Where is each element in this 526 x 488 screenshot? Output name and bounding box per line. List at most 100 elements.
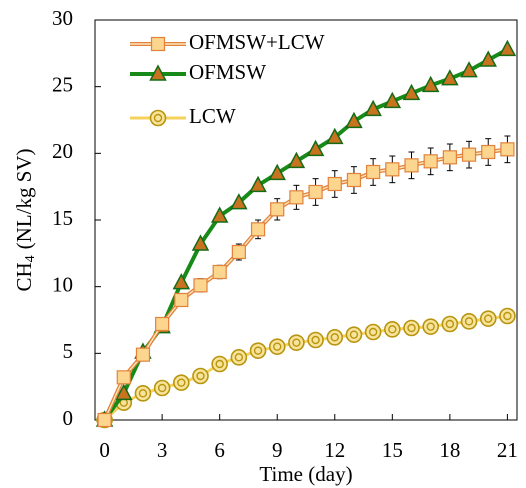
marker xyxy=(385,162,400,177)
marker-inner xyxy=(273,342,282,351)
series-line xyxy=(103,314,508,422)
marker-outer xyxy=(460,313,478,330)
marker xyxy=(192,367,209,385)
series-line xyxy=(102,47,509,422)
legend-label: OFMSW xyxy=(189,60,266,84)
marker-inner xyxy=(311,335,320,345)
marker-inner xyxy=(157,383,167,393)
x-tick-label: 9 xyxy=(272,438,283,462)
marker xyxy=(460,313,478,330)
marker xyxy=(268,338,286,355)
marker xyxy=(500,142,515,157)
marker xyxy=(174,292,189,308)
marker-outer xyxy=(153,379,171,397)
marker-inner xyxy=(138,389,148,398)
marker xyxy=(404,158,419,173)
marker xyxy=(498,39,517,57)
marker-outer xyxy=(384,321,401,338)
marker-outer xyxy=(211,355,228,373)
marker-outer xyxy=(479,310,497,327)
marker-inner xyxy=(292,338,301,347)
marker xyxy=(364,323,382,341)
y-tick-label: 25 xyxy=(52,72,73,96)
marker xyxy=(346,172,362,188)
marker xyxy=(116,370,131,385)
marker xyxy=(422,318,439,335)
marker xyxy=(479,50,497,67)
marker-inner xyxy=(177,378,186,387)
marker-inner xyxy=(445,319,455,329)
marker xyxy=(345,111,363,129)
marker xyxy=(421,75,440,93)
marker-outer xyxy=(307,331,324,349)
marker xyxy=(211,355,228,373)
marker xyxy=(289,190,304,205)
y-tick-label: 10 xyxy=(52,272,73,296)
marker-inner xyxy=(330,333,339,342)
marker-outer xyxy=(268,338,286,355)
marker xyxy=(193,278,208,293)
x-tick-label: 18 xyxy=(439,438,460,462)
marker-outer xyxy=(192,367,209,385)
x-tick-label: 12 xyxy=(324,438,345,462)
marker-outer xyxy=(422,318,439,335)
marker-outer xyxy=(173,374,190,391)
x-tick-label: 6 xyxy=(214,438,225,462)
x-tick-label: 0 xyxy=(99,438,110,462)
marker xyxy=(308,184,323,200)
marker xyxy=(115,383,133,401)
marker xyxy=(134,385,152,402)
marker-inner xyxy=(153,113,163,123)
y-label-text: CH xyxy=(12,262,36,291)
marker-outer xyxy=(249,342,267,359)
marker xyxy=(287,151,306,169)
marker-outer xyxy=(364,323,382,341)
marker xyxy=(149,109,167,127)
marker xyxy=(172,273,191,290)
marker xyxy=(499,307,516,325)
marker xyxy=(423,154,438,169)
y-label-unit: (NL/kg SV) xyxy=(12,148,36,249)
marker-inner xyxy=(234,353,244,362)
marker-outer xyxy=(134,385,152,402)
marker xyxy=(461,147,477,162)
marker xyxy=(306,139,325,157)
marker xyxy=(270,202,285,217)
marker xyxy=(383,91,402,109)
marker-inner xyxy=(388,325,397,334)
marker xyxy=(249,342,267,359)
marker-inner xyxy=(426,322,435,331)
marker xyxy=(230,193,248,210)
y-tick-label: 0 xyxy=(63,406,74,430)
marker-inner xyxy=(464,317,474,326)
y-axis-label: CH4 (NL/kg SV) xyxy=(12,148,38,291)
marker-inner xyxy=(407,323,416,333)
marker-outer xyxy=(326,329,344,346)
marker xyxy=(97,412,112,428)
marker xyxy=(249,175,267,193)
marker-inner xyxy=(253,346,263,355)
marker xyxy=(250,222,266,237)
marker-inner xyxy=(484,314,493,323)
x-tick-label: 3 xyxy=(157,438,168,462)
marker xyxy=(402,83,421,101)
marker xyxy=(345,326,363,343)
marker xyxy=(460,61,478,78)
marker xyxy=(288,334,305,351)
marker xyxy=(155,316,170,332)
marker-inner xyxy=(503,311,512,321)
marker xyxy=(150,36,166,52)
marker-inner xyxy=(196,371,205,381)
marker-outer xyxy=(230,349,248,366)
marker-outer xyxy=(288,334,305,351)
marker xyxy=(481,144,496,160)
marker-outer xyxy=(345,326,363,343)
x-tick-label: 21 xyxy=(497,438,518,462)
marker xyxy=(479,310,497,327)
marker xyxy=(441,69,459,86)
y-tick-label: 15 xyxy=(52,206,73,230)
marker-outer xyxy=(499,307,516,325)
marker xyxy=(212,264,227,280)
marker xyxy=(326,329,344,346)
